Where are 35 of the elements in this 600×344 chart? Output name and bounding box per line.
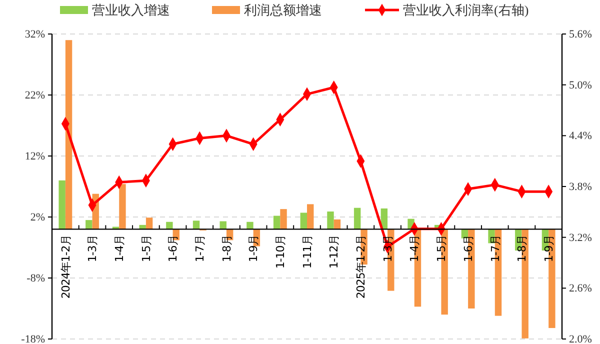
x-tick-label: 1-4月 <box>408 235 422 262</box>
x-tick-label: 1-5月 <box>140 235 153 262</box>
x-tick-label: 1-3月 <box>86 235 100 262</box>
y2-tick-label: 3.8% <box>569 181 592 194</box>
y2-tick-label: 5.0% <box>569 79 592 92</box>
y2-tick-label: 2.0% <box>569 334 592 344</box>
x-tick-label: 2024年1-2月 <box>59 235 72 299</box>
x-tick-label: 1-7月 <box>488 235 502 262</box>
x-tick-label: 2025年1-2月 <box>354 235 368 299</box>
legend-label: 营业收入利润率(右轴) <box>403 2 529 18</box>
y2-tick-label: 3.2% <box>569 232 592 244</box>
y-tick-label: -8% <box>26 272 45 285</box>
legend-label: 营业收入增速 <box>92 2 170 18</box>
y2-tick-label: 2.6% <box>569 282 592 295</box>
y2-tick-label: 4.4% <box>569 130 592 142</box>
y-tick-label: 2% <box>30 212 45 224</box>
x-tick-label: 1-9月 <box>542 235 556 262</box>
x-tick-label: 1-7月 <box>193 235 206 262</box>
y-tick-label: -18% <box>21 334 45 344</box>
x-tick-label: 1-10月 <box>274 235 288 269</box>
x-tick-label: 1-9月 <box>247 235 260 262</box>
x-tick-label: 1-8月 <box>220 235 234 262</box>
x-tick-label: 1-4月 <box>112 235 126 262</box>
legend-label: 利润总额增速 <box>244 2 322 18</box>
y-tick-label: 22% <box>24 90 45 102</box>
x-tick-label: 1-12月 <box>328 235 341 269</box>
y-tick-label: 32% <box>24 28 45 41</box>
x-tick-label: 1-8月 <box>516 235 529 262</box>
x-tick-label: 1-6月 <box>462 235 475 262</box>
y-tick-label: 12% <box>24 150 45 163</box>
x-tick-label: 1-6月 <box>166 235 180 262</box>
x-tick-label: 1-5月 <box>435 235 448 262</box>
x-tick-label: 1-11月 <box>300 235 314 269</box>
x-tick-label: 1-3月 <box>381 235 394 262</box>
y2-tick-label: 5.6% <box>569 28 592 41</box>
